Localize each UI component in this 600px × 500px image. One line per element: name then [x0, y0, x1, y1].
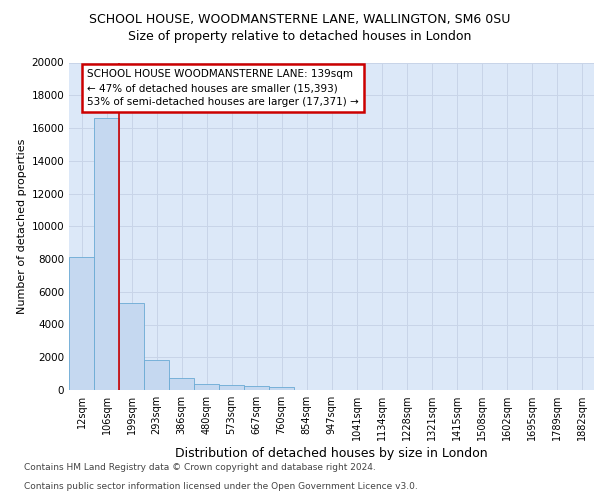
X-axis label: Distribution of detached houses by size in London: Distribution of detached houses by size …: [175, 448, 488, 460]
Y-axis label: Number of detached properties: Number of detached properties: [17, 138, 27, 314]
Text: SCHOOL HOUSE, WOODMANSTERNE LANE, WALLINGTON, SM6 0SU: SCHOOL HOUSE, WOODMANSTERNE LANE, WALLIN…: [89, 12, 511, 26]
Bar: [244, 386, 269, 390]
Bar: [119, 303, 144, 390]
Bar: [169, 378, 194, 390]
Bar: [194, 384, 219, 390]
Bar: [94, 118, 119, 390]
Text: Contains HM Land Registry data © Crown copyright and database right 2024.: Contains HM Land Registry data © Crown c…: [24, 464, 376, 472]
Bar: [269, 386, 294, 390]
Bar: [144, 360, 169, 390]
Text: SCHOOL HOUSE WOODMANSTERNE LANE: 139sqm
← 47% of detached houses are smaller (15: SCHOOL HOUSE WOODMANSTERNE LANE: 139sqm …: [87, 69, 359, 107]
Text: Size of property relative to detached houses in London: Size of property relative to detached ho…: [128, 30, 472, 43]
Text: Contains public sector information licensed under the Open Government Licence v3: Contains public sector information licen…: [24, 482, 418, 491]
Bar: [69, 258, 94, 390]
Bar: [219, 386, 244, 390]
